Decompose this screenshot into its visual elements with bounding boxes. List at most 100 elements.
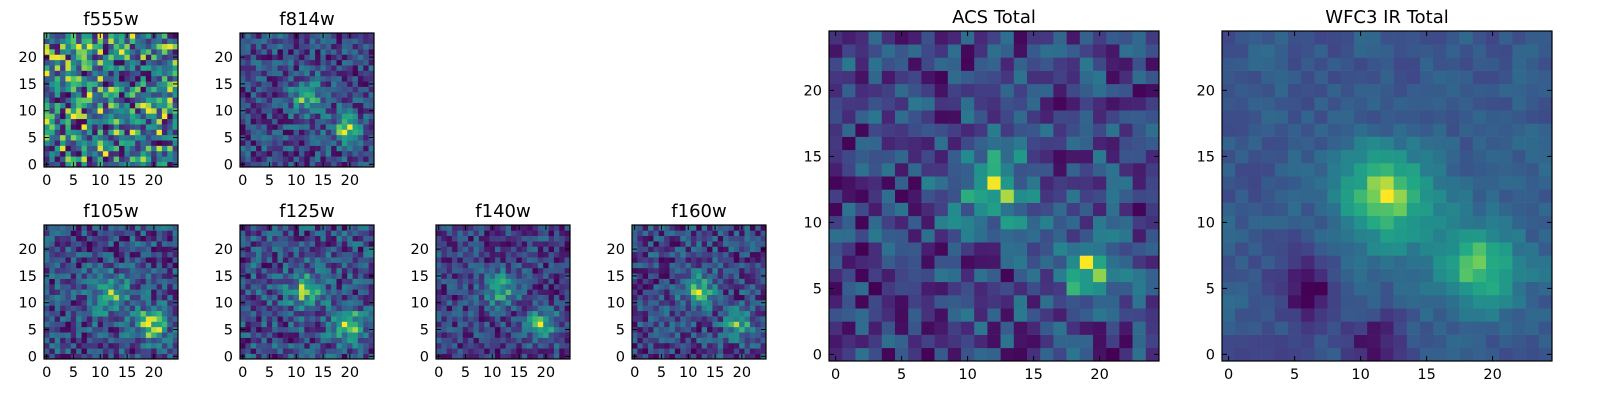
heatmap-cell — [1380, 281, 1394, 296]
heatmap-cell — [282, 43, 289, 50]
heatmap-cell — [347, 70, 353, 77]
heatmap-cell — [1327, 163, 1342, 177]
heatmap-cell — [54, 75, 61, 82]
heatmap-cell — [511, 348, 517, 354]
heatmap-cell — [304, 118, 310, 125]
heatmap-cell — [325, 140, 332, 146]
heatmap-cell — [320, 300, 327, 306]
heatmap-cell — [336, 289, 343, 295]
y-tick-label: 10 — [804, 215, 822, 231]
heatmap-cell — [60, 246, 66, 253]
heatmap-cell — [352, 294, 359, 301]
heatmap-cell — [658, 316, 665, 322]
heatmap-cell — [315, 278, 321, 285]
heatmap-cell — [637, 289, 644, 295]
heatmap-cell — [108, 43, 114, 50]
heatmap-cell — [511, 241, 517, 247]
heatmap-cell — [135, 129, 141, 136]
heatmap-cell — [1380, 202, 1394, 217]
heatmap-cell — [511, 246, 517, 253]
heatmap-cell — [331, 316, 337, 322]
heatmap-cell — [1079, 31, 1094, 45]
x-tick-label: 5 — [265, 365, 274, 381]
heatmap-cell — [81, 38, 88, 45]
heatmap-cell — [347, 54, 353, 61]
heatmap-cell — [129, 257, 136, 263]
heatmap-cell — [733, 289, 740, 295]
heatmap-cell — [161, 81, 168, 87]
heatmap-cell — [250, 65, 257, 71]
heatmap-cell — [1354, 215, 1368, 230]
heatmap-cell — [44, 262, 50, 269]
heatmap-cell — [140, 337, 147, 344]
heatmap-cell — [1222, 176, 1236, 190]
heatmap-cell — [325, 310, 332, 317]
heatmap-cell — [86, 283, 93, 290]
heatmap-cell — [712, 251, 719, 258]
heatmap-cell — [86, 310, 93, 317]
heatmap-cell — [1053, 57, 1067, 71]
heatmap-cell — [452, 289, 458, 295]
heatmap-cell — [368, 91, 375, 98]
heatmap-cell — [352, 251, 359, 258]
heatmap-cell — [54, 326, 61, 333]
heatmap-cell — [293, 81, 300, 87]
heatmap-cell — [320, 97, 327, 103]
heatmap-cell — [145, 230, 152, 237]
heatmap-cell — [1106, 229, 1120, 243]
heatmap-cell — [521, 337, 528, 344]
heatmap-cell — [140, 134, 147, 141]
heatmap-cell — [961, 176, 975, 190]
heatmap-cell — [325, 134, 332, 141]
heatmap-cell — [97, 43, 104, 50]
heatmap-cell — [245, 251, 252, 258]
heatmap-cell — [934, 83, 949, 98]
heatmap-cell — [167, 305, 173, 312]
heatmap-cell — [553, 294, 560, 301]
heatmap-cell — [1538, 281, 1553, 296]
heatmap-cell — [1538, 189, 1553, 203]
heatmap-cell — [357, 235, 364, 242]
heatmap-cell — [341, 59, 348, 66]
heatmap-cell — [1145, 97, 1160, 111]
heatmap-cell — [664, 246, 670, 253]
heatmap-cell — [172, 70, 179, 77]
heatmap-cell — [341, 337, 348, 344]
y-tick-label: 15 — [215, 77, 233, 93]
heatmap-cell — [1380, 176, 1394, 190]
heatmap-cell — [363, 225, 369, 231]
heatmap-cell — [728, 342, 735, 349]
heatmap-cell — [690, 332, 697, 338]
heatmap-cell — [102, 38, 109, 45]
heatmap-cell — [987, 202, 1001, 217]
y-tick-label: 20 — [804, 83, 822, 99]
heatmap-cell — [987, 321, 1001, 335]
heatmap-cell — [60, 33, 66, 39]
heatmap-cell — [76, 81, 82, 87]
y-tick-label: 0 — [224, 157, 233, 173]
heatmap-cell — [325, 305, 332, 312]
heatmap-cell — [65, 230, 72, 237]
heatmap-cell — [92, 33, 98, 39]
heatmap-cell — [336, 102, 343, 109]
heatmap-cell — [293, 134, 300, 141]
heatmap-cell — [1340, 163, 1355, 177]
heatmap-cell — [256, 49, 262, 55]
heatmap-cell — [119, 134, 125, 141]
heatmap-cell — [642, 267, 649, 274]
heatmap-cell — [86, 353, 93, 360]
heatmap-cell — [124, 54, 131, 61]
heatmap-cell — [156, 283, 163, 290]
heatmap-cell — [881, 334, 896, 349]
heatmap-cell — [97, 49, 104, 55]
heatmap-cell — [161, 108, 168, 114]
heatmap-cell — [664, 321, 670, 328]
heatmap-cell — [881, 189, 896, 203]
heatmap-cell — [76, 294, 82, 301]
heatmap-cell — [723, 289, 729, 295]
heatmap-cell — [658, 230, 665, 237]
heatmap-cell — [250, 273, 257, 279]
heatmap-cell — [1525, 347, 1540, 362]
heatmap-cell — [135, 43, 141, 50]
heatmap-cell — [156, 300, 163, 306]
